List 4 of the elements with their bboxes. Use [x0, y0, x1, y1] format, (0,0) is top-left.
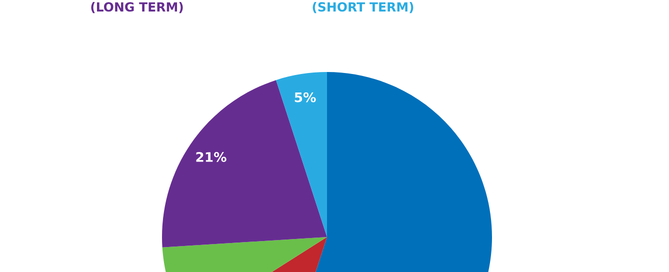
data-label: 21%: [196, 152, 226, 162]
text: (SHORT TERM): [312, 2, 414, 14]
text: (LONG TERM): [91, 2, 183, 14]
data-label: 5%: [294, 92, 316, 102]
